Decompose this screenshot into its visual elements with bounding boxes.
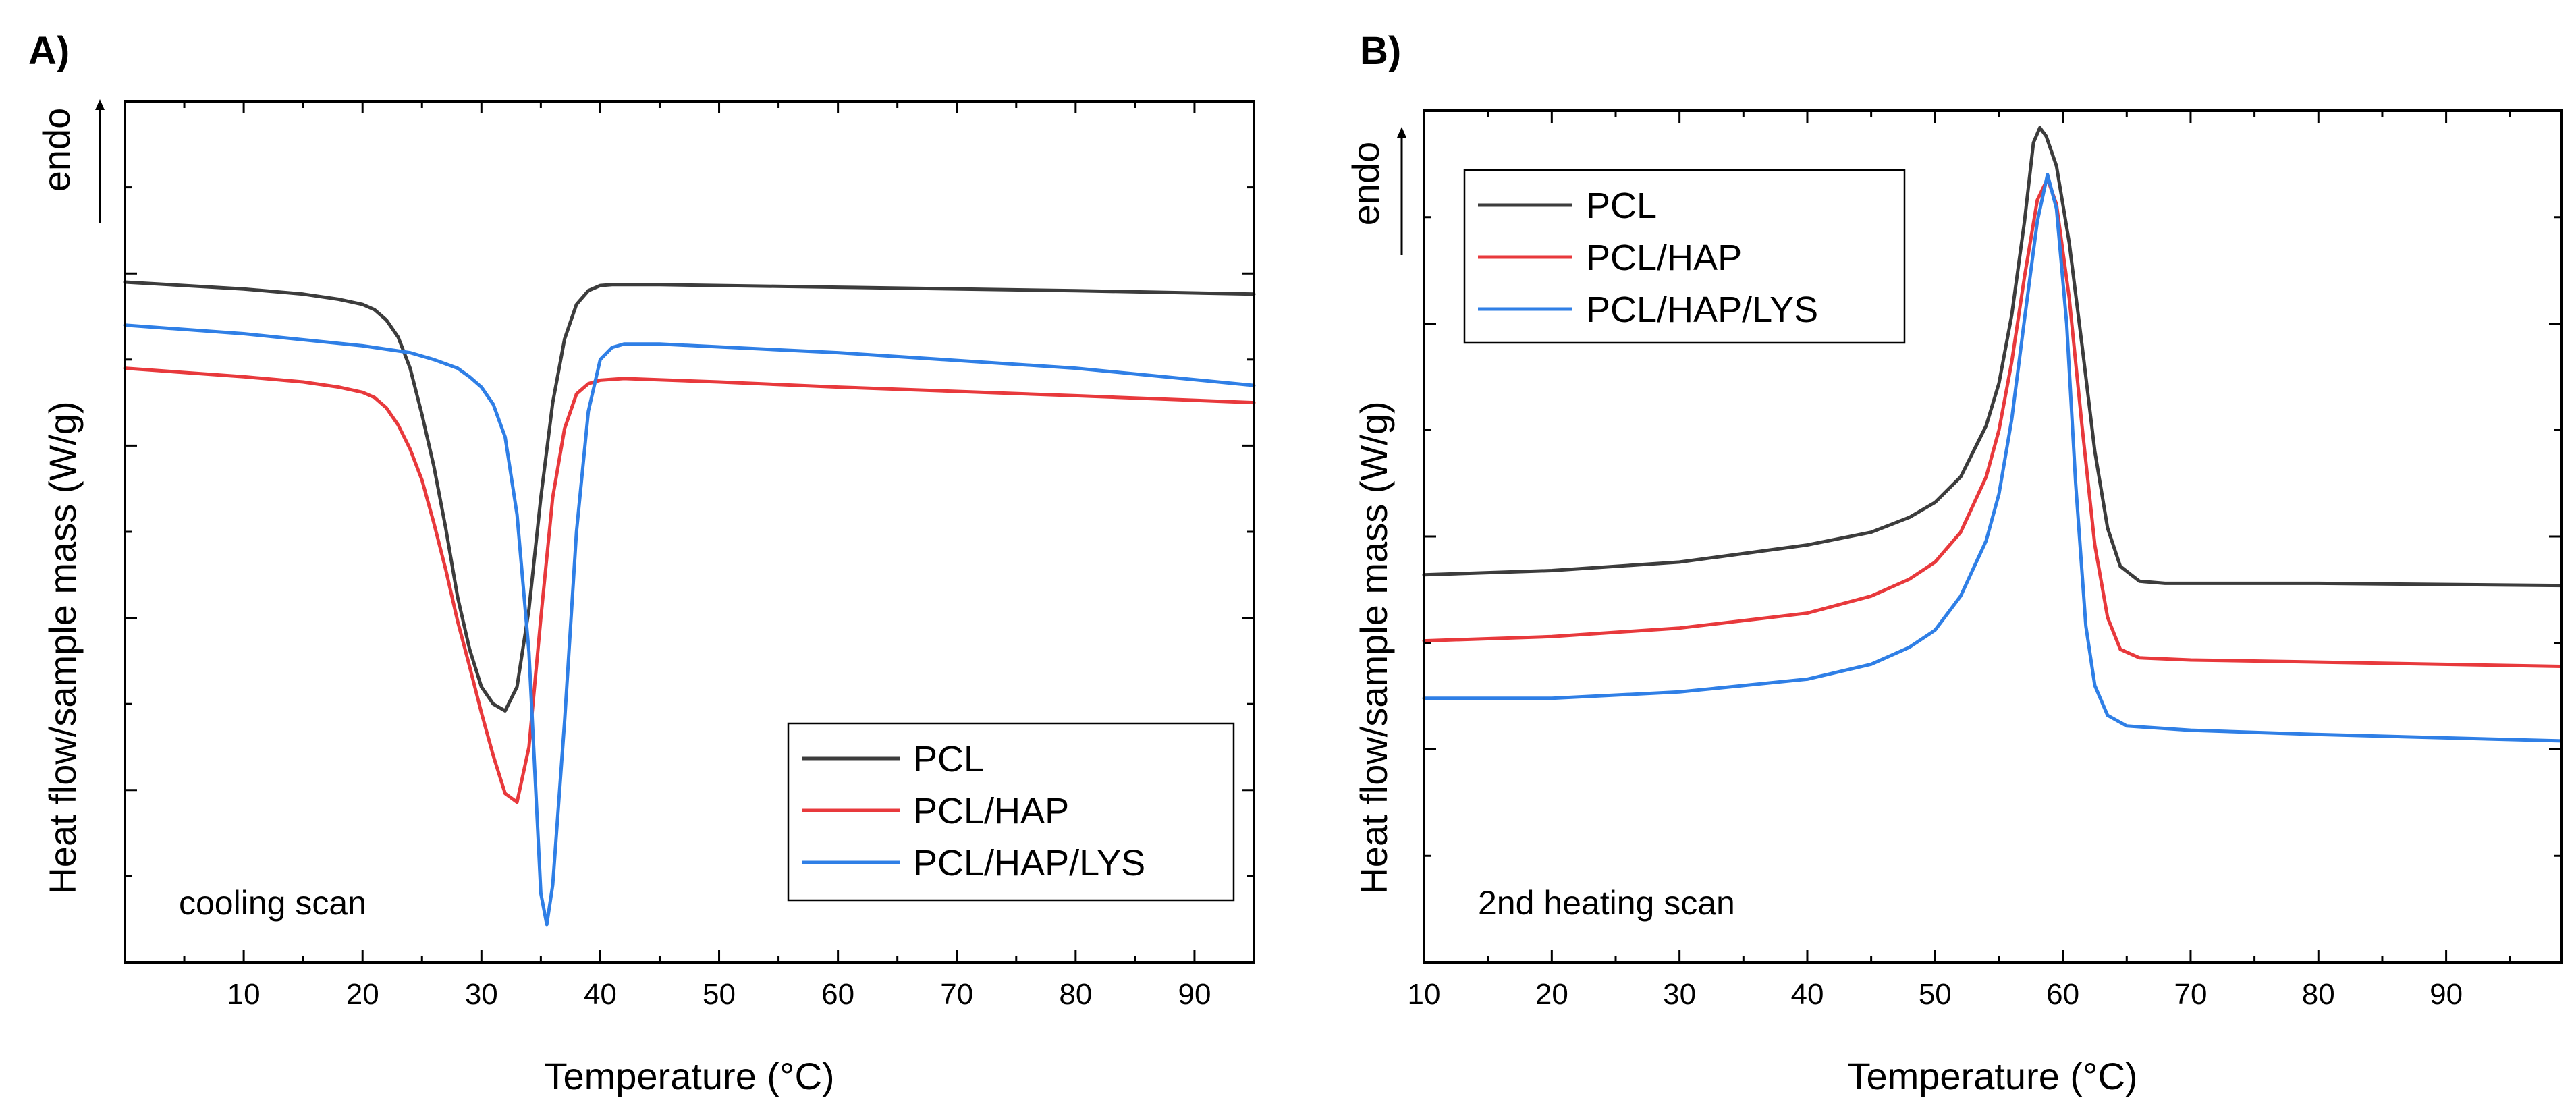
x-tick-label: 10	[1408, 978, 1441, 1011]
panel-label: B)	[1360, 29, 1401, 73]
x-tick-label: 50	[1919, 978, 1952, 1011]
legend-entry-pcl: PCL	[913, 739, 984, 779]
x-axis-title: Temperature (°C)	[544, 1055, 834, 1097]
x-tick-label: 60	[821, 978, 854, 1011]
x-tick-label: 30	[1663, 978, 1696, 1011]
x-tick-label: 40	[584, 978, 617, 1011]
chart-a-cooling-scan: A) 10 20 30 40 50 60 70 80 90 Temperature (°C) Heat…	[28, 29, 1256, 1097]
x-tick-label: 80	[1059, 978, 1092, 1011]
series-line-pcl	[1422, 126, 2563, 588]
endo-arrow-head-icon	[1397, 127, 1406, 138]
y-axis-title: Heat flow/sample mass (W/g)	[1352, 401, 1395, 894]
series-line-pcl-hap-lys	[1422, 173, 2563, 743]
scan-annotation: cooling scan	[179, 884, 366, 922]
endo-label: endo	[35, 108, 78, 192]
x-tick-label: 70	[940, 978, 973, 1011]
legend-entry-pcl-hap-lys: PCL/HAP/LYS	[913, 843, 1145, 883]
x-axis-title: Temperature (°C)	[1847, 1055, 2137, 1097]
series-line-pcl-hap	[1422, 177, 2563, 668]
x-tick-label: 60	[2046, 978, 2079, 1011]
y-axis-title: Heat flow/sample mass (W/g)	[41, 401, 84, 894]
series-line-pcl-hap-lys	[123, 323, 1256, 927]
chart-b-second-heating-scan: B) 10 20 30 40 50 60 70 80 90 Temperature (°C) Heat…	[1344, 29, 2563, 1097]
legend-entry-pcl-hap-lys: PCL/HAP/LYS	[1586, 290, 1818, 330]
x-tick-label: 20	[346, 978, 379, 1011]
x-tick-label: 30	[465, 978, 498, 1011]
series-line-pcl-hap	[123, 366, 1256, 804]
x-tick-label: 50	[703, 978, 736, 1011]
panel-label: A)	[28, 29, 70, 73]
x-tick-label: 20	[1535, 978, 1568, 1011]
scan-annotation: 2nd heating scan	[1478, 884, 1735, 922]
x-tick-label: 90	[1178, 978, 1211, 1011]
legend: PCL PCL/HAP PCL/HAP/LYS	[1463, 169, 1906, 344]
x-tick-label: 70	[2174, 978, 2207, 1011]
legend: PCL PCL/HAP PCL/HAP/LYS	[787, 722, 1235, 902]
legend-entry-pcl: PCL	[1586, 186, 1657, 226]
x-tick-label: 10	[227, 978, 261, 1011]
x-tick-label: 80	[2302, 978, 2335, 1011]
endo-label: endo	[1344, 142, 1387, 226]
endo-arrow-head-icon	[95, 99, 105, 110]
x-tick-label: 40	[1791, 978, 1824, 1011]
legend-entry-pcl-hap: PCL/HAP	[1586, 238, 1742, 278]
series-line-pcl	[123, 280, 1256, 713]
x-tick-label: 90	[2430, 978, 2463, 1011]
legend-entry-pcl-hap: PCL/HAP	[913, 791, 1069, 831]
